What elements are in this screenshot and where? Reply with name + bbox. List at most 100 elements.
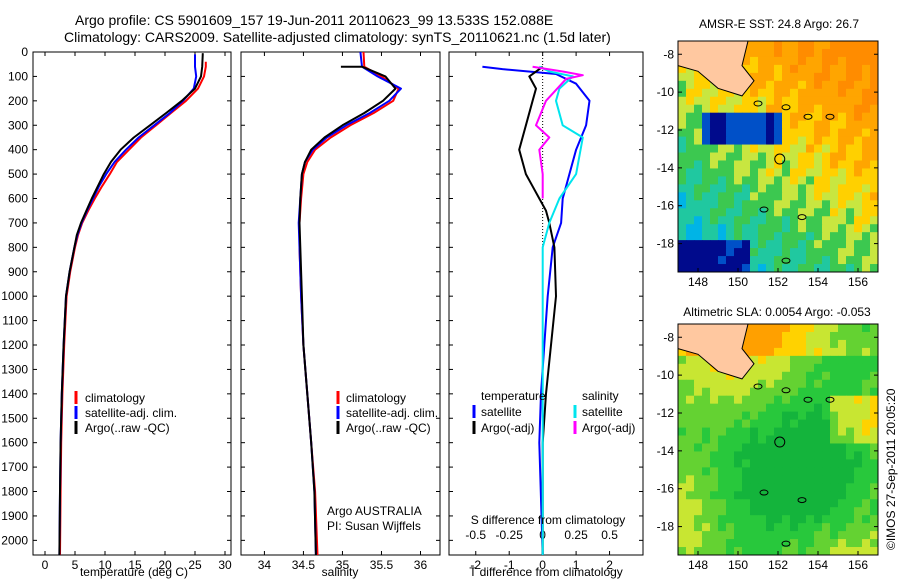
map-cell [830, 467, 839, 476]
map-cell [758, 80, 767, 90]
map-cell [686, 104, 695, 114]
map-cell [726, 104, 735, 114]
map-cell [750, 355, 759, 365]
map-cell [750, 419, 759, 428]
map-cell [870, 459, 879, 468]
x-tick-label: 20 [158, 558, 172, 572]
map-cell [854, 104, 863, 114]
y-tick-label: -14 [657, 161, 675, 175]
map-cell [870, 435, 879, 444]
map-cell [758, 256, 767, 265]
map-cell [782, 192, 791, 201]
map-cell [870, 395, 879, 405]
map-cell [758, 403, 767, 413]
map-cell [798, 200, 807, 209]
map-cell [806, 216, 815, 225]
map-cell [830, 72, 839, 82]
map-cell [742, 48, 751, 58]
map-cell [782, 411, 791, 420]
map-cell [758, 324, 767, 333]
map-cell [686, 427, 695, 436]
map-cell [742, 371, 751, 381]
map-cell [734, 112, 743, 122]
legend-label: Argo(-adj) [582, 421, 635, 435]
map-cell [718, 531, 727, 540]
map-cell [718, 240, 727, 249]
map-cell [814, 355, 823, 365]
map-cell [782, 120, 791, 130]
map-cell [758, 96, 767, 106]
map-cell [774, 72, 783, 82]
map-cell [726, 120, 735, 130]
map-cell [870, 507, 879, 516]
map-cell [758, 491, 767, 500]
map-cell [766, 467, 775, 476]
map-cell [790, 96, 799, 106]
y-tick-label: 1900 [1, 509, 28, 523]
map-cell [766, 216, 775, 225]
map-cell [862, 80, 871, 90]
x-tick-label: 35 [336, 558, 350, 572]
map-cell [702, 443, 711, 452]
y-tick-label: 1200 [1, 338, 28, 352]
map-cell [702, 152, 711, 161]
map-cell [678, 136, 687, 145]
map-cell [838, 507, 847, 516]
map-cell [758, 427, 767, 436]
map-cell [686, 72, 695, 82]
map-cell [830, 56, 839, 66]
map-cell [846, 379, 855, 389]
map-cell [782, 136, 791, 145]
map-cell [710, 459, 719, 468]
map-cell [846, 451, 855, 460]
map-cell [830, 539, 839, 548]
map-cell [782, 339, 791, 349]
map-cell [686, 256, 695, 265]
map-cell [694, 184, 703, 193]
map-cell [726, 515, 735, 524]
map-cell [710, 403, 719, 413]
map-cell [734, 515, 743, 524]
map-cell [798, 152, 807, 161]
map-cell [814, 56, 823, 66]
map-cell [718, 176, 727, 185]
map-cell [678, 176, 687, 185]
map-cell [758, 347, 767, 357]
map-cell [838, 347, 847, 357]
map-cell [686, 144, 695, 153]
map-cell [694, 224, 703, 233]
map-cell [694, 355, 703, 365]
map-cell [774, 112, 783, 122]
map-cell [718, 547, 727, 556]
map-cell [798, 483, 807, 492]
map-cell [766, 331, 775, 341]
series-line-satellite [58, 54, 198, 555]
map-cell [838, 200, 847, 209]
map-cell [710, 160, 719, 169]
map-cell [734, 467, 743, 476]
map-cell [862, 523, 871, 532]
map-cell [750, 216, 759, 225]
map-cell [822, 435, 831, 444]
map-cell [758, 483, 767, 492]
map-cell [766, 56, 775, 66]
map-cell [814, 324, 823, 333]
map-cell [702, 192, 711, 201]
map-cell [678, 419, 687, 428]
map-cell [838, 41, 847, 50]
map-cell [710, 216, 719, 225]
map-cell [710, 256, 719, 265]
x-tick-label: 1 [573, 558, 580, 572]
map-cell [678, 208, 687, 217]
series-line-argo [298, 65, 397, 555]
map-cell [710, 88, 719, 98]
map-cell [782, 331, 791, 341]
map-cell [766, 96, 775, 106]
map-cell [718, 395, 727, 405]
map-cell [798, 451, 807, 460]
island-outline [797, 214, 807, 221]
map-cell [862, 363, 871, 373]
map-cell [822, 324, 831, 333]
map-cell [718, 104, 727, 114]
map-cell [822, 152, 831, 161]
